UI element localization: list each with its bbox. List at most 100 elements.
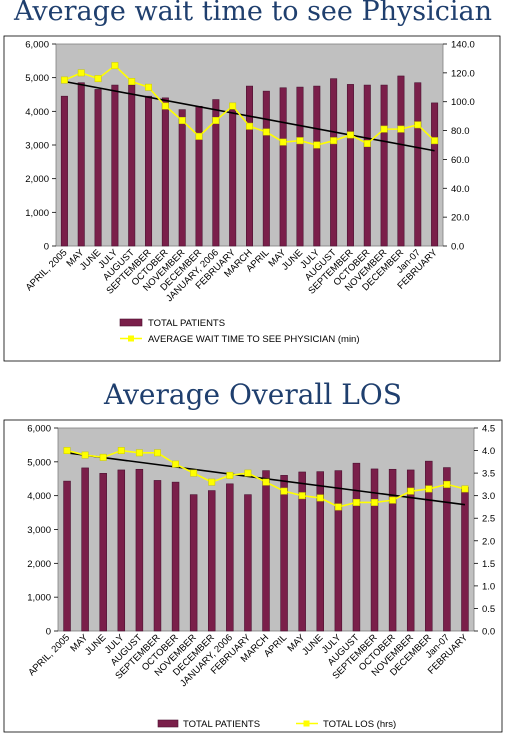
chart1-yright-tick-label: 100.0: [451, 97, 475, 108]
chart2-bar: [99, 473, 107, 632]
chart1-bar: [111, 84, 119, 247]
chart2-line-point: [352, 498, 360, 506]
chart1-bar: [397, 75, 405, 247]
chart2-line-point: [443, 480, 451, 488]
chart1-bar: [145, 95, 153, 247]
chart1-line-point: [77, 69, 85, 77]
chart1-yright-tick-label: 140.0: [451, 40, 475, 51]
chart2-line-point: [99, 453, 107, 461]
chart2-bar: [262, 470, 270, 632]
chart2-yright-tick-label: 2.0: [482, 536, 495, 547]
chart2-yleft-tick-label: 3,000: [27, 525, 51, 536]
chart1-bar: [279, 87, 287, 247]
chart2-bar: [153, 480, 162, 632]
chart2-bar: [208, 490, 216, 632]
chart2-bar: [171, 481, 180, 632]
chart2-line-point: [262, 478, 270, 486]
chart2-legend-line-marker: [303, 720, 310, 727]
chart2-bar: [81, 467, 89, 632]
chart1-bar: [212, 99, 220, 247]
chart1-yright-tick-label: 120.0: [451, 68, 475, 79]
chart2-yright-tick-label: 4.0: [482, 446, 495, 457]
chart1-line-point: [229, 102, 237, 110]
chart1-panel: 0 1,000 2,000 3,000 4,000 5,000 6,000 0.0 20.0 40…: [0, 34, 506, 364]
chart1-line-point: [397, 125, 405, 133]
chart2-yleft-tick-label: 6,000: [27, 424, 51, 435]
chart1-line-point: [431, 137, 439, 145]
chart2-yright-tick-label: 0.0: [482, 627, 495, 638]
chart2-bar: [298, 471, 306, 632]
chart1-bar: [313, 85, 321, 247]
chart2-yright-tick-label: 2.5: [482, 514, 495, 525]
chart2-line-point: [316, 494, 324, 502]
chart1-line-point: [246, 122, 253, 130]
chart2-line-point: [334, 503, 342, 511]
chart2-line-point: [226, 471, 234, 479]
chart1-line-point: [262, 128, 270, 136]
chart1-line-point: [347, 131, 354, 139]
chart1-bar: [330, 78, 338, 247]
chart2-bar: [189, 494, 198, 632]
chart1-title: Average wait time to see Physician: [13, 0, 493, 27]
chart1-yleft-tick-label: 1,000: [25, 208, 49, 219]
chart2-bar: [443, 467, 451, 632]
chart1-line-point: [145, 83, 152, 91]
chart2-bar: [425, 460, 433, 632]
chart1-line-point: [161, 102, 169, 110]
chart1-bar: [431, 102, 439, 247]
chart1-yright-tick-label: 60.0: [451, 155, 470, 166]
chart2-line-point: [371, 498, 378, 506]
chart1-line-point: [195, 132, 203, 140]
chart1-bar: [60, 95, 68, 247]
chart2-line-point: [407, 487, 415, 495]
chart1-yleft-tick-label: 3,000: [25, 141, 49, 152]
chart2-yright-tick-label: 1.5: [482, 559, 495, 570]
chart1-legend-line-label: AVERAGE WAIT TIME TO SEE PHYSICIAN (min): [148, 334, 360, 345]
chart2-line-point: [63, 447, 71, 455]
chart1-yleft-tick-label: 4,000: [25, 107, 49, 118]
chart1-yleft-tick-label: 6,000: [25, 40, 49, 51]
chart2-yleft-tick-label: 4,000: [27, 491, 51, 502]
chart1-bar: [178, 109, 186, 247]
chart1-legend-line-marker: [128, 335, 134, 342]
chart1-bar: [77, 82, 85, 247]
chart1-bar: [262, 90, 270, 247]
chart2-bar: [461, 486, 469, 632]
chart2-title: Average Overall LOS: [104, 378, 402, 411]
chart1-line-point: [128, 78, 136, 85]
chart1-yleft-tick-label: 5,000: [25, 73, 49, 84]
chart1-line-point: [363, 140, 371, 148]
chart2-bar: [406, 469, 415, 632]
chart1-yright-tick-label: 0.0: [451, 242, 464, 253]
chart2-svg: 0 1,000 2,000 3,000 4,000 5,000 6,000 0.0 0.5 1.0…: [3, 419, 503, 733]
chart1-bar: [94, 89, 102, 247]
chart1-bar: [229, 109, 237, 247]
chart1-legend-bar-label: TOTAL PATIENTS: [148, 318, 225, 329]
chart1-line-point: [330, 137, 338, 145]
chart1-yleft-tick-label: 2,000: [25, 174, 49, 185]
chart2-bar: [280, 475, 288, 632]
chart1-yright-tick-label: 40.0: [451, 184, 470, 195]
chart2-line-point: [135, 449, 143, 457]
chart1-line-point: [279, 138, 287, 146]
chart1-yleft-tick-label: 0: [44, 242, 49, 253]
chart2-yright-tick-label: 1.0: [482, 581, 495, 592]
chart1-yright-tick-label: 80.0: [451, 126, 470, 137]
chart2-line-point: [280, 487, 288, 495]
chart2-legend-line-label: TOTAL LOS (hrs): [323, 719, 396, 730]
chart1-bar: [128, 84, 136, 247]
chart2-bar: [388, 468, 397, 632]
chart1-line-point: [94, 75, 102, 83]
chart2-bar: [63, 480, 71, 632]
chart2-yright-tick-label: 4.5: [482, 424, 495, 435]
chart2-bar: [352, 462, 361, 632]
chart1-line-point: [414, 121, 422, 129]
chart2-yright-tick-label: 3.5: [482, 469, 495, 480]
chart2-line-point: [298, 492, 306, 500]
chart2-legend-bar-label: TOTAL PATIENTS: [183, 719, 260, 730]
chart2-bar: [117, 469, 126, 632]
chart2-line-point: [208, 478, 216, 486]
chart2-line-point: [244, 469, 252, 477]
chart1-line-point: [111, 62, 119, 70]
chart2-bar: [370, 468, 379, 632]
